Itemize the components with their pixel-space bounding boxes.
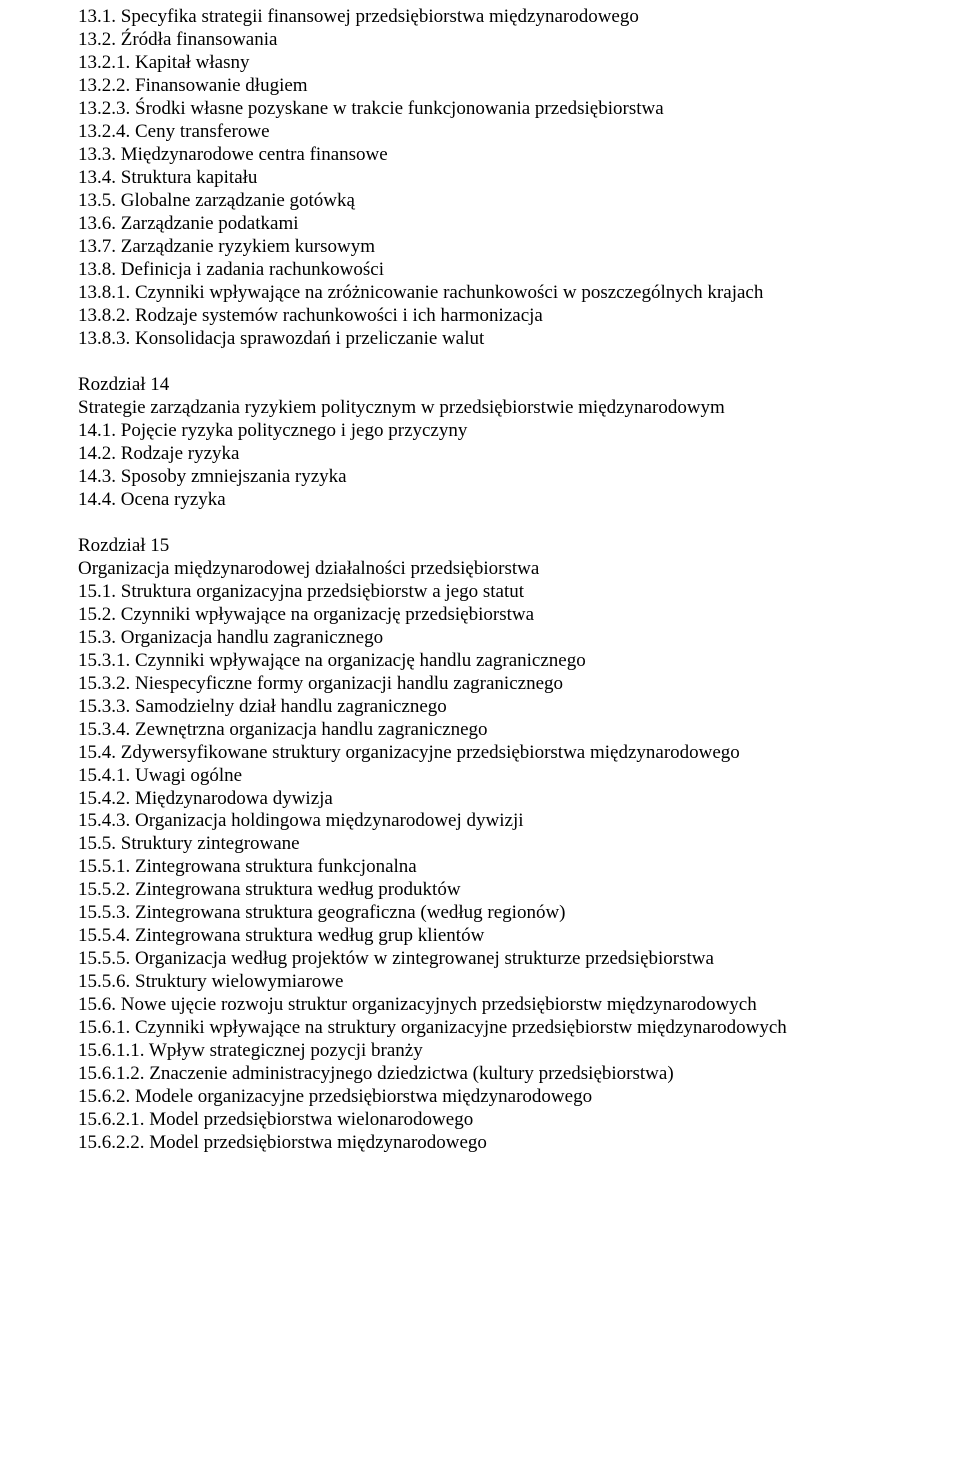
toc-line: 15.5.6. Struktury wielowymiarowe	[78, 971, 882, 994]
toc-line: 13.8.1. Czynniki wpływające na zróżnicow…	[78, 282, 882, 305]
toc-line: 13.2.1. Kapitał własny	[78, 52, 882, 75]
toc-line: 14.3. Sposoby zmniejszania ryzyka	[78, 466, 882, 489]
document-page: 13.1. Specyfika strategii finansowej prz…	[0, 0, 960, 1175]
toc-line: 15.4.3. Organizacja holdingowa międzynar…	[78, 810, 882, 833]
toc-line: Rozdział 15	[78, 535, 882, 558]
toc-line: 15.3.4. Zewnętrzna organizacja handlu za…	[78, 719, 882, 742]
toc-line: 13.3. Międzynarodowe centra finansowe	[78, 144, 882, 167]
toc-line: 15.5.1. Zintegrowana struktura funkcjona…	[78, 856, 882, 879]
toc-line: 15.4.1. Uwagi ogólne	[78, 765, 882, 788]
toc-line: 15.5.3. Zintegrowana struktura geografic…	[78, 902, 882, 925]
toc-line: 13.4. Struktura kapitału	[78, 167, 882, 190]
toc-line: 15.3.3. Samodzielny dział handlu zagrani…	[78, 696, 882, 719]
toc-line: 13.8.3. Konsolidacja sprawozdań i przeli…	[78, 328, 882, 351]
toc-line: 13.8. Definicja i zadania rachunkowości	[78, 259, 882, 282]
toc-line: 15.6. Nowe ujęcie rozwoju struktur organ…	[78, 994, 882, 1017]
toc-line: 14.2. Rodzaje ryzyka	[78, 443, 882, 466]
toc-line: 15.6.2.2. Model przedsiębiorstwa międzyn…	[78, 1132, 882, 1155]
toc-line: Strategie zarządzania ryzykiem polityczn…	[78, 397, 882, 420]
toc-line: 14.1. Pojęcie ryzyka politycznego i jego…	[78, 420, 882, 443]
toc-line: 13.2.4. Ceny transferowe	[78, 121, 882, 144]
toc-line: 15.6.1.2. Znaczenie administracyjnego dz…	[78, 1063, 882, 1086]
toc-line: 13.1. Specyfika strategii finansowej prz…	[78, 6, 882, 29]
toc-line: 15.1. Struktura organizacyjna przedsiębi…	[78, 581, 882, 604]
toc-line: 15.4.2. Międzynarodowa dywizja	[78, 788, 882, 811]
toc-line: 15.6.1.1. Wpływ strategicznej pozycji br…	[78, 1040, 882, 1063]
toc-line: 15.3.1. Czynniki wpływające na organizac…	[78, 650, 882, 673]
toc-line: Organizacja międzynarodowej działalności…	[78, 558, 882, 581]
toc-line: 15.5.2. Zintegrowana struktura według pr…	[78, 879, 882, 902]
toc-line: 13.2.3. Środki własne pozyskane w trakci…	[78, 98, 882, 121]
blank-line	[78, 512, 882, 535]
toc-line: 15.6.2. Modele organizacyjne przedsiębio…	[78, 1086, 882, 1109]
toc-line: Rozdział 14	[78, 374, 882, 397]
toc-line: 13.7. Zarządzanie ryzykiem kursowym	[78, 236, 882, 259]
toc-line: 15.3. Organizacja handlu zagranicznego	[78, 627, 882, 650]
toc-line: 15.6.1. Czynniki wpływające na struktury…	[78, 1017, 882, 1040]
toc-line: 13.2. Źródła finansowania	[78, 29, 882, 52]
toc-line: 15.5. Struktury zintegrowane	[78, 833, 882, 856]
toc-line: 15.4. Zdywersyfikowane struktury organiz…	[78, 742, 882, 765]
toc-line: 13.6. Zarządzanie podatkami	[78, 213, 882, 236]
toc-line: 15.3.2. Niespecyficzne formy organizacji…	[78, 673, 882, 696]
blank-line	[78, 351, 882, 374]
toc-line: 15.6.2.1. Model przedsiębiorstwa wielona…	[78, 1109, 882, 1132]
toc-line: 15.5.5. Organizacja według projektów w z…	[78, 948, 882, 971]
toc-line: 15.5.4. Zintegrowana struktura według gr…	[78, 925, 882, 948]
toc-line: 13.8.2. Rodzaje systemów rachunkowości i…	[78, 305, 882, 328]
toc-line: 14.4. Ocena ryzyka	[78, 489, 882, 512]
toc-line: 13.2.2. Finansowanie długiem	[78, 75, 882, 98]
toc-line: 13.5. Globalne zarządzanie gotówką	[78, 190, 882, 213]
toc-line: 15.2. Czynniki wpływające na organizację…	[78, 604, 882, 627]
